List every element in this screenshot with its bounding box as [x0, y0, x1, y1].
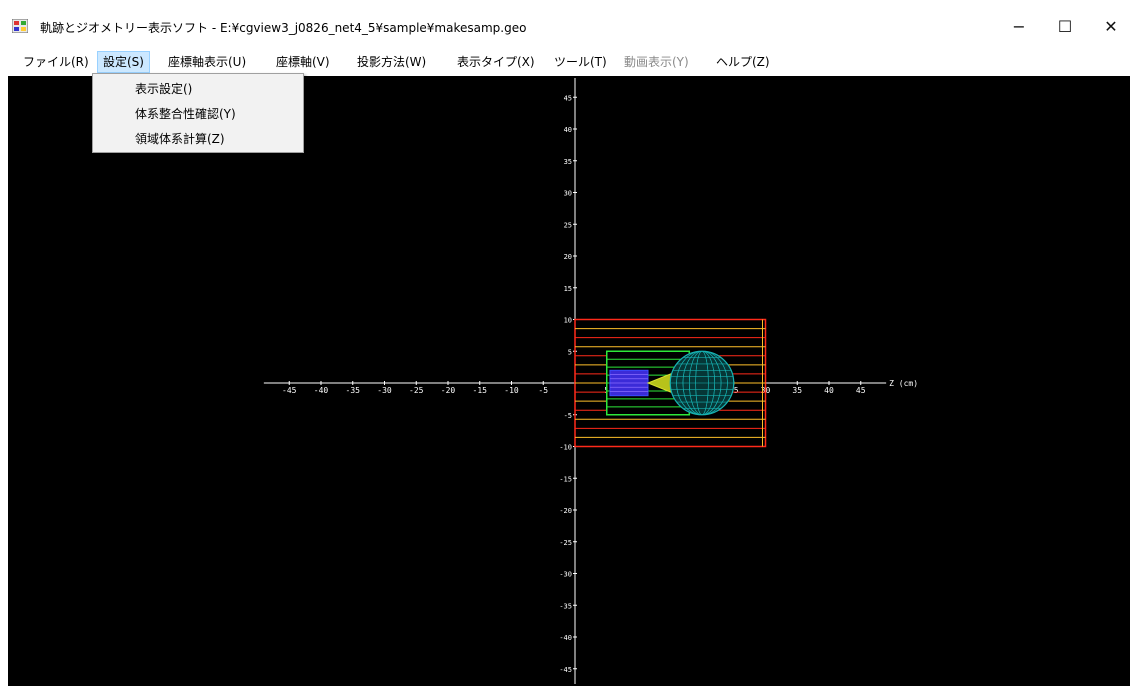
window-title: 軌跡とジオメトリー表示ソフト - E:¥cgview3_j0826_net4_5…: [40, 19, 526, 36]
menu-region-calc[interactable]: 領域体系計算(Z): [135, 130, 225, 147]
y-tick-label: 25: [564, 221, 572, 229]
settings-dropdown: 表示設定() 体系整合性確認(Y) 領域体系計算(Z): [92, 73, 304, 153]
y-tick-label: 20: [564, 253, 572, 261]
menu-help[interactable]: ヘルプ(Z): [711, 51, 775, 73]
y-tick-label: -20: [559, 507, 572, 515]
x-tick-label: -15: [473, 386, 488, 395]
x-tick-label: -45: [282, 386, 297, 395]
y-tick-label: -45: [559, 666, 572, 674]
y-tick-label: -10: [559, 444, 572, 452]
close-button[interactable]: ✕: [1088, 12, 1130, 40]
menu-consistency-check[interactable]: 体系整合性確認(Y): [135, 105, 236, 122]
y-tick-label: -15: [559, 475, 572, 483]
y-tick-label: -25: [559, 539, 572, 547]
sphere: [670, 351, 734, 415]
menu-settings[interactable]: 設定(S): [97, 51, 150, 73]
x-tick-label: -10: [504, 386, 519, 395]
title-bar: 軌跡とジオメトリー表示ソフト - E:¥cgview3_j0826_net4_5…: [0, 0, 1130, 48]
menu-animation: 動画表示(Y): [619, 51, 694, 73]
y-tick-label: 40: [564, 126, 572, 134]
x-tick-label: 45: [856, 386, 866, 395]
y-tick-label: 15: [564, 285, 572, 293]
x-tick-label: -40: [314, 386, 329, 395]
y-tick-label: 35: [564, 158, 572, 166]
app-icon: [12, 19, 28, 33]
maximize-button[interactable]: ☐: [1042, 12, 1088, 40]
y-tick-label: -5: [564, 412, 572, 420]
viewport[interactable]: -45 -40 -35 -30 -25 -20 -15 -10 -5 5 10 15 20 25 30 35 4…: [8, 76, 1130, 686]
y-tick-label: -35: [559, 602, 572, 610]
menu-axis[interactable]: 座標軸(V): [271, 51, 335, 73]
x-tick-label: -20: [441, 386, 456, 395]
y-tick-label: -30: [559, 571, 572, 579]
x-tick-label: -25: [409, 386, 424, 395]
menu-axis-display[interactable]: 座標軸表示(U): [163, 51, 251, 73]
menu-display-type[interactable]: 表示タイプ(X): [452, 51, 540, 73]
x-tick-label: -30: [377, 386, 392, 395]
x-tick-label: 35: [792, 386, 802, 395]
menu-projection[interactable]: 投影方法(W): [352, 51, 431, 73]
y-tick-label: 45: [564, 94, 572, 102]
x-axis-label: Z (cm): [889, 379, 918, 388]
minimize-button[interactable]: −: [996, 12, 1042, 40]
y-tick-label: 30: [564, 190, 572, 198]
x-tick-label: 40: [824, 386, 834, 395]
menu-tools[interactable]: ツール(T): [549, 51, 612, 73]
x-tick-label: -35: [346, 386, 361, 395]
y-tick-label: 5: [568, 348, 572, 356]
y-tick-label: -40: [559, 634, 572, 642]
core-cylinder: [610, 370, 648, 395]
menu-file[interactable]: ファイル(R): [18, 51, 94, 73]
viewport-svg: -45 -40 -35 -30 -25 -20 -15 -10 -5 5 10 15 20 25 30 35 4…: [8, 76, 1130, 686]
x-tick-label: -5: [538, 386, 548, 395]
y-tick-label: 10: [564, 317, 572, 325]
menu-display-settings[interactable]: 表示設定(): [135, 80, 192, 97]
